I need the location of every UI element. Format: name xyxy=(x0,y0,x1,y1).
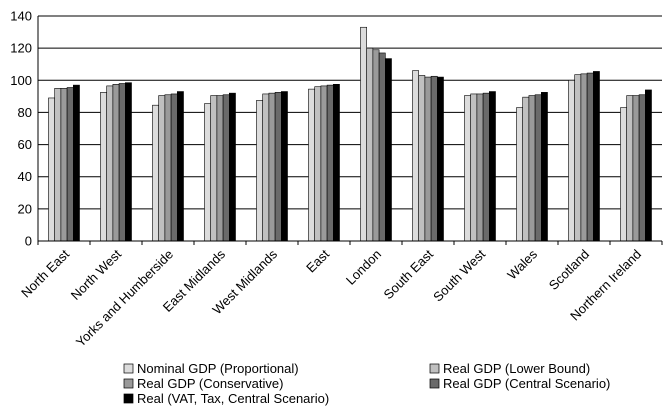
legend-label: Real GDP (Central Scenario) xyxy=(443,376,610,391)
legend: Nominal GDP (Proportional) Real GDP (Lowe… xyxy=(123,361,610,406)
bar-5-south-west xyxy=(488,91,496,242)
bar-2-scotland xyxy=(574,74,582,242)
bar-2-london xyxy=(366,47,374,242)
legend-swatch xyxy=(123,393,134,404)
legend-label: Real GDP (Conservative) xyxy=(137,376,283,391)
bar-2-south-west xyxy=(470,93,478,242)
x-category-label: South East xyxy=(381,246,437,302)
bar-2-west-midlands xyxy=(262,93,270,242)
bar-4-south-west xyxy=(482,92,490,242)
bar-3-north-west xyxy=(112,84,120,242)
axes xyxy=(37,16,663,245)
bar-2-northern-ireland xyxy=(626,95,634,242)
bar-5-south-east xyxy=(436,76,444,242)
bar-1-north-east xyxy=(48,97,55,242)
x-category-label: East xyxy=(303,246,332,275)
bar-4-south-east xyxy=(430,75,438,242)
bar-4-scotland xyxy=(586,72,594,242)
bar-1-yorks-and-humberside xyxy=(152,104,159,242)
x-category-label: Wales xyxy=(504,246,540,282)
bar-5-west-midlands xyxy=(280,91,288,242)
bar-3-east-midlands xyxy=(216,95,224,242)
bar-1-south-east xyxy=(412,70,419,242)
legend-label: Real GDP (Lower Bound) xyxy=(443,361,590,376)
legend-label: Real (VAT, Tax, Central Scenario) xyxy=(137,391,329,406)
bar-4-east xyxy=(326,84,334,242)
gridlines xyxy=(38,15,662,210)
bar-5-east-midlands xyxy=(229,92,236,242)
bar-4-yorks-and-humberside xyxy=(170,93,178,242)
bar-4-west-midlands xyxy=(274,92,282,242)
bar-5-scotland xyxy=(592,71,600,242)
bar-2-wales xyxy=(522,96,530,242)
bar-3-north-east xyxy=(60,88,68,242)
y-tick-label: 40 xyxy=(18,169,32,184)
bar-3-northern-ireland xyxy=(632,95,640,242)
bar-5-london xyxy=(384,58,392,242)
bar-4-northern-ireland xyxy=(638,94,646,242)
x-category-label: London xyxy=(343,247,384,288)
legend-swatch xyxy=(123,363,134,374)
bar-4-london xyxy=(378,52,386,242)
bar-2-north-west xyxy=(106,85,114,242)
y-tick-label: 60 xyxy=(18,137,32,152)
bar-3-wales xyxy=(528,95,536,242)
bar-5-northern-ireland xyxy=(644,89,652,242)
bar-1-northern-ireland xyxy=(620,107,627,242)
bar-1-scotland xyxy=(568,79,575,242)
x-category-label: South West xyxy=(430,246,488,304)
y-tick-label: 20 xyxy=(18,201,32,216)
bar-1-north-west xyxy=(100,92,107,242)
bar-3-south-east xyxy=(424,76,432,242)
bar-2-north-east xyxy=(54,88,62,242)
x-category-label: Yorks and Humberside xyxy=(73,247,176,350)
bar-5-yorks-and-humberside xyxy=(177,91,184,242)
bar-4-wales xyxy=(534,94,542,242)
bar-4-north-west xyxy=(118,83,126,242)
bar-3-east xyxy=(320,85,328,242)
bar-3-london xyxy=(372,49,380,242)
bar-5-east xyxy=(332,84,340,242)
bar-1-east xyxy=(308,88,315,242)
y-axis-tick-labels: 0 20 40 60 80 100 120 140 xyxy=(10,9,32,249)
bar-series xyxy=(48,26,652,242)
legend-swatch xyxy=(429,363,440,374)
y-tick-label: 80 xyxy=(18,105,32,120)
legend-swatch xyxy=(429,378,440,389)
x-category-label: North East xyxy=(18,246,72,300)
bar-3-west-midlands xyxy=(268,92,276,242)
bar-1-wales xyxy=(516,107,523,242)
bar-1-west-midlands xyxy=(256,100,263,242)
y-tick-label: 0 xyxy=(25,234,32,249)
bar-3-yorks-and-humberside xyxy=(164,94,172,242)
x-category-label: North West xyxy=(68,246,125,303)
legend-swatch xyxy=(123,378,134,389)
bar-3-south-west xyxy=(476,93,484,242)
bar-2-south-east xyxy=(418,75,426,242)
bar-1-south-west xyxy=(464,95,471,242)
y-tick-label: 140 xyxy=(10,9,32,24)
y-tick-label: 100 xyxy=(10,73,32,88)
legend-label: Nominal GDP (Proportional) xyxy=(137,361,299,376)
bar-1-east-midlands xyxy=(204,103,211,242)
bar-5-wales xyxy=(540,92,548,242)
bar-1-london xyxy=(360,26,367,242)
bar-4-east-midlands xyxy=(222,94,230,242)
x-category-label: Scotland xyxy=(546,247,592,293)
bar-5-north-east xyxy=(73,84,80,242)
y-tick-label: 120 xyxy=(10,41,32,56)
bar-2-east xyxy=(314,86,322,242)
bar-2-yorks-and-humberside xyxy=(158,95,166,242)
bar-4-north-east xyxy=(66,87,74,242)
bar-3-scotland xyxy=(580,73,588,242)
bar-2-east-midlands xyxy=(210,95,218,242)
bar-5-north-west xyxy=(125,82,132,242)
